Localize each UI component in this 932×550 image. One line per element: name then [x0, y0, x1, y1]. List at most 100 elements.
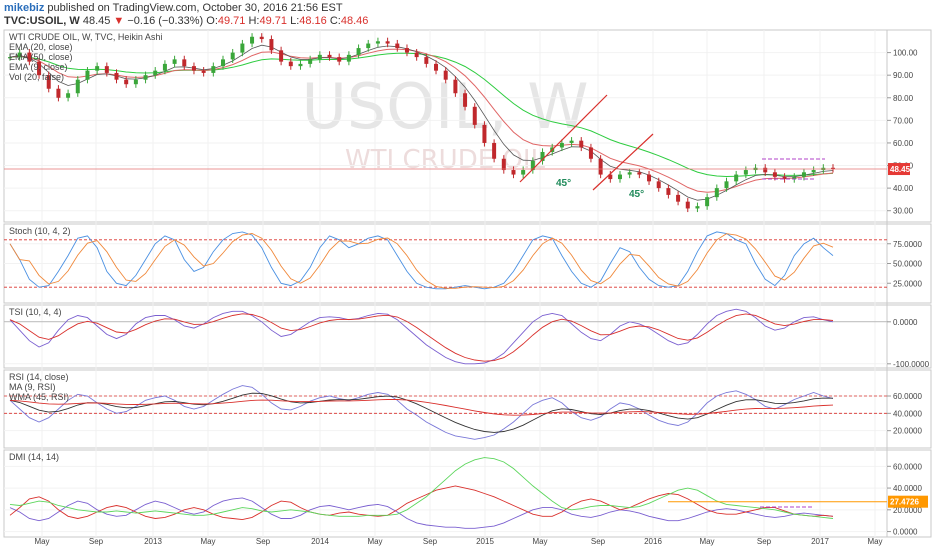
- candle-body: [27, 52, 32, 62]
- candle-body: [240, 43, 245, 53]
- adx-line: [9, 457, 834, 519]
- candle-body: [114, 72, 119, 80]
- pane-label-rsi: WMA (45, RSI): [9, 392, 69, 402]
- tsi-line: [9, 308, 834, 365]
- y-tick-label: 60.00: [893, 139, 914, 148]
- y-tick-label: 20.0000: [893, 506, 922, 515]
- dmi-plus-line: [9, 497, 834, 529]
- last-price: 48.45: [82, 15, 114, 27]
- candle-body: [714, 188, 719, 198]
- candle-body: [705, 197, 710, 207]
- candle-body: [8, 57, 12, 59]
- candle-body: [579, 140, 584, 148]
- y-tick-label: -100.0000: [893, 360, 930, 369]
- candle-body: [463, 93, 468, 107]
- last-price-badge: [888, 163, 910, 176]
- candle-body: [124, 79, 129, 85]
- candle-body: [250, 36, 255, 44]
- publish-text: published on TradingView.com, October 30…: [44, 2, 343, 14]
- candle-body: [308, 59, 313, 64]
- y-tick-label: 0.0000: [893, 318, 918, 327]
- candle-body: [317, 54, 322, 60]
- candle-body: [95, 66, 100, 71]
- candle-body: [792, 176, 797, 180]
- stoch-k-line: [9, 231, 834, 290]
- x-tick-label: Sep: [591, 537, 606, 546]
- candle-body: [617, 174, 622, 180]
- candle-body: [434, 63, 439, 71]
- x-tick-label: May: [867, 537, 882, 546]
- dmi-level-value: 27.4726: [890, 498, 919, 507]
- pane-label-price: EMA (9, close): [9, 62, 68, 72]
- candle-body: [385, 41, 390, 44]
- candle-body: [104, 66, 109, 73]
- y-tick-label: 0.0000: [893, 528, 918, 537]
- candle-body: [772, 172, 777, 177]
- candle-body: [559, 142, 564, 148]
- y-tick-label: 25.0000: [893, 279, 922, 288]
- candle-body: [540, 151, 545, 162]
- tsi-signal-line: [9, 313, 834, 362]
- candle-body: [782, 176, 787, 180]
- x-tick-label: 2013: [144, 537, 162, 546]
- pane-label-price: EMA (20, close): [9, 42, 73, 52]
- candle-body: [182, 59, 187, 67]
- candle-body: [143, 75, 148, 80]
- dmi-minus-line: [9, 485, 834, 521]
- candle-body: [530, 161, 535, 171]
- candle-body: [337, 57, 342, 62]
- x-tick-label: Sep: [89, 537, 104, 546]
- candle-body: [346, 54, 351, 62]
- y-tick-label: 100.00: [893, 49, 918, 58]
- rsi-ma-line: [9, 392, 834, 433]
- candle-body: [724, 181, 729, 189]
- pane-label-rsi: RSI (14, close): [9, 372, 69, 382]
- ohlc-line: TVC:USOIL, W 48.45 ▼ −0.16 (−0.33%) O:49…: [4, 15, 368, 27]
- candle-body: [259, 36, 264, 40]
- y-tick-label: 50.0000: [893, 260, 922, 269]
- candle-body: [269, 39, 274, 51]
- low-label: L:: [287, 15, 300, 27]
- candle-body: [472, 106, 477, 125]
- candle-body: [375, 41, 380, 44]
- candle-body: [637, 172, 642, 175]
- pane-label-dmi: DMI (14, 14): [9, 452, 59, 462]
- symbol-label: TVC:USOIL, W: [4, 15, 83, 27]
- candle-body: [521, 170, 526, 175]
- pane-label-price: Vol (20, false): [9, 72, 64, 82]
- candle-body: [191, 66, 196, 71]
- pane-frame-rsi: [3, 369, 932, 449]
- candle-body: [366, 43, 371, 49]
- low-value: 48.16: [299, 15, 327, 27]
- candle-body: [327, 54, 332, 58]
- candle-body: [230, 52, 235, 60]
- y-tick-label: 70.00: [893, 116, 914, 125]
- high-value: 49.71: [259, 15, 288, 27]
- watermark-symbol: USOIL, W: [301, 70, 588, 143]
- candle-body: [831, 167, 835, 169]
- x-tick-label: 2015: [476, 537, 494, 546]
- y-tick-label: 40.0000: [893, 484, 922, 493]
- watermark-name: WTI CRUDE OIL: [345, 145, 546, 175]
- author-link[interactable]: mikebiz: [4, 2, 45, 14]
- price-change: −0.16 (−0.33%): [124, 15, 207, 27]
- candle-body: [133, 79, 138, 85]
- candle-body: [569, 140, 574, 143]
- candle-body: [211, 66, 216, 73]
- x-tick-label: Sep: [423, 537, 438, 546]
- candle-body: [734, 174, 739, 182]
- down-arrow-icon: ▼: [113, 15, 125, 27]
- y-tick-label: 30.00: [893, 207, 914, 216]
- x-tick-label: May: [532, 537, 547, 546]
- pane-frame-tsi: [3, 304, 932, 369]
- candle-body: [288, 61, 293, 67]
- y-tick-label: 20.0000: [893, 427, 922, 436]
- candle-body: [482, 124, 487, 143]
- publish-line: mikebiz published on TradingView.com, Oc…: [4, 2, 343, 14]
- candle-body: [279, 50, 284, 62]
- pane-label-price: EMA (50, close): [9, 52, 73, 62]
- candle-body: [588, 147, 593, 159]
- close-label: C:: [326, 15, 341, 27]
- candle-body: [695, 206, 700, 209]
